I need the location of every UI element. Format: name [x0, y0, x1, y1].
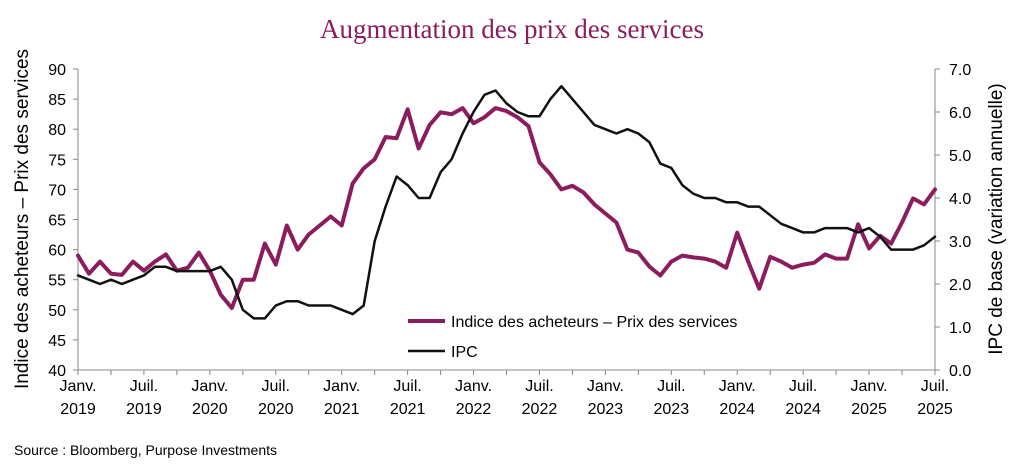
right-tick-label: 3.0: [949, 234, 971, 251]
x-tick-label-line2: 2019: [60, 401, 96, 418]
x-tick-label-line1: Juil.: [393, 378, 421, 395]
x-tick-label-line1: Juil.: [921, 378, 949, 395]
right-tick-label: 0.0: [949, 363, 971, 380]
right-tick-label: 4.0: [949, 191, 971, 208]
x-tick-label-line1: Janv.: [455, 378, 492, 395]
right-tick-label: 1.0: [949, 320, 971, 337]
x-tick-label-line2: 2022: [522, 401, 558, 418]
legend-label-services: Indice des acheteurs – Prix des services: [451, 314, 737, 331]
left-tick-label: 85: [48, 92, 66, 109]
x-tick-label-line1: Juil.: [130, 378, 158, 395]
x-tick-label-line1: Juil.: [525, 378, 553, 395]
x-tick-label-line1: Juil.: [262, 378, 290, 395]
x-tick-label-line1: Janv.: [323, 378, 360, 395]
x-tick-label-line1: Juil.: [657, 378, 685, 395]
left-tick-label: 90: [48, 62, 66, 79]
left-tick-label: 75: [48, 152, 66, 169]
x-axis-ticks: Janv. 2019 Juil. 2019 Janv. 2020 Juil. 2020 Janv…: [59, 370, 953, 418]
x-tick-label-line2: 2020: [258, 401, 294, 418]
right-tick-label: 5.0: [949, 148, 971, 165]
legend: Indice des acheteurs – Prix des services…: [408, 314, 737, 361]
x-tick-label-line2: 2025: [851, 401, 887, 418]
left-tick-label: 45: [48, 333, 66, 350]
x-tick-label-line2: 2023: [588, 401, 624, 418]
x-tick-label-line1: Janv.: [587, 378, 624, 395]
x-tick-label-line1: Juil.: [789, 378, 817, 395]
left-tick-label: 40: [48, 363, 66, 380]
series-line-ipc: [76, 84, 937, 320]
x-tick-label-line2: 2021: [324, 401, 360, 418]
series-line-services-price-index: [76, 106, 937, 310]
x-tick-label-line1: Janv.: [851, 378, 888, 395]
left-tick-label: 80: [48, 122, 66, 139]
left-tick-label: 55: [48, 273, 66, 290]
left-axis-label: Indice des acheteurs – Prix des services: [12, 49, 33, 389]
legend-label-ipc: IPC: [451, 344, 478, 361]
x-tick-label-line1: Janv.: [719, 378, 756, 395]
right-tick-label: 2.0: [949, 277, 971, 294]
left-tick-label: 50: [48, 303, 66, 320]
left-tick-label: 60: [48, 243, 66, 260]
x-tick-label-line2: 2024: [719, 401, 755, 418]
right-tick-label: 6.0: [949, 105, 971, 122]
x-tick-label-line2: 2020: [192, 401, 228, 418]
chart-source: Source : Bloomberg, Purpose Investments: [14, 442, 278, 458]
x-tick-label-line2: 2025: [917, 401, 953, 418]
chart-title: Augmentation des prix des services: [320, 14, 704, 44]
right-axis-label: IPC de base (variation annuelle): [986, 83, 1007, 354]
x-tick-label-line2: 2023: [654, 401, 690, 418]
x-tick-label-line1: Janv.: [191, 378, 228, 395]
left-tick-label: 70: [48, 182, 66, 199]
left-axis-ticks: 40 45 50 55 60 65 70 75 80 85 90: [48, 62, 78, 380]
x-tick-label-line2: 2021: [390, 401, 426, 418]
x-tick-label-line1: Janv.: [59, 378, 96, 395]
series-lines: [76, 84, 937, 320]
right-axis-ticks: 0.0 1.0 2.0 3.0 4.0 5.0 6.0 7.0: [935, 62, 971, 380]
x-tick-label-line2: 2022: [456, 401, 492, 418]
x-tick-label-line2: 2024: [785, 401, 821, 418]
right-tick-label: 7.0: [949, 62, 971, 79]
left-tick-label: 65: [48, 213, 66, 230]
x-tick-label-line2: 2019: [126, 401, 162, 418]
